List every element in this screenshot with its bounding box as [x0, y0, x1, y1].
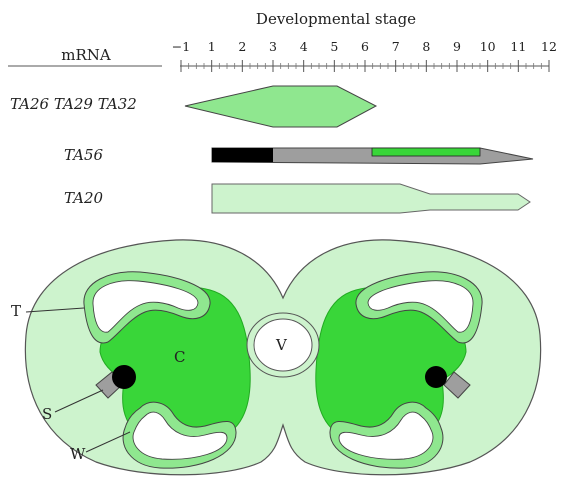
tick-label: 11	[510, 39, 526, 54]
locule-cavity-left-upper	[92, 280, 199, 333]
tick-label: 8	[422, 39, 430, 54]
vascular-bundle	[253, 318, 313, 372]
tick-label: 4	[300, 39, 308, 54]
expression-bar-ta56-green-segment	[371, 147, 481, 157]
stomium-cell-right	[425, 366, 447, 388]
locule-cavity-right-lower	[338, 411, 434, 460]
label-vascular: V	[275, 336, 288, 354]
gene-label-ta20: TA20	[64, 189, 104, 207]
tick-label: 6	[361, 39, 369, 54]
tick-label: 1	[208, 39, 216, 54]
locule-cavity-left-lower	[132, 411, 228, 460]
leader-line-tapetum	[25, 307, 85, 313]
stomium-cell-left	[112, 365, 136, 389]
mrna-column-header: mRNA	[61, 46, 111, 64]
anther-cross-section	[24, 239, 542, 476]
tick-label: 10	[480, 39, 496, 54]
expression-bar-ta26-ta29-ta32	[184, 85, 378, 128]
tick-label: 3	[269, 39, 277, 54]
tick-label: 5	[330, 39, 338, 54]
locule-cavity-right-upper	[367, 280, 474, 333]
leader-line-wall	[85, 431, 131, 453]
expression-bar-ta20	[211, 183, 531, 214]
tick-label: 12	[541, 39, 557, 54]
label-connective: C	[174, 348, 185, 366]
leader-line-stomium	[54, 389, 104, 413]
stage-axis-ticks	[180, 60, 550, 72]
tick-label: 7	[392, 39, 400, 54]
expression-bar-ta56-early-segment	[212, 148, 273, 162]
tick-label: 9	[453, 39, 461, 54]
label-wall: W	[70, 445, 86, 463]
stage-axis-tick-labels: −1 1 2 3 4 5 6 7 8 9 10 11 12	[172, 39, 557, 54]
axis-title: Developmental stage	[256, 10, 416, 28]
tick-label: −1	[172, 39, 190, 54]
label-tapetum: T	[11, 302, 21, 320]
tick-label: 2	[238, 39, 246, 54]
stomium-right	[443, 371, 471, 399]
gene-label-ta56: TA56	[64, 146, 104, 164]
label-stomium: S	[42, 405, 52, 423]
gene-label-ta26-ta29-ta32: TA26 TA29 TA32	[10, 95, 137, 113]
